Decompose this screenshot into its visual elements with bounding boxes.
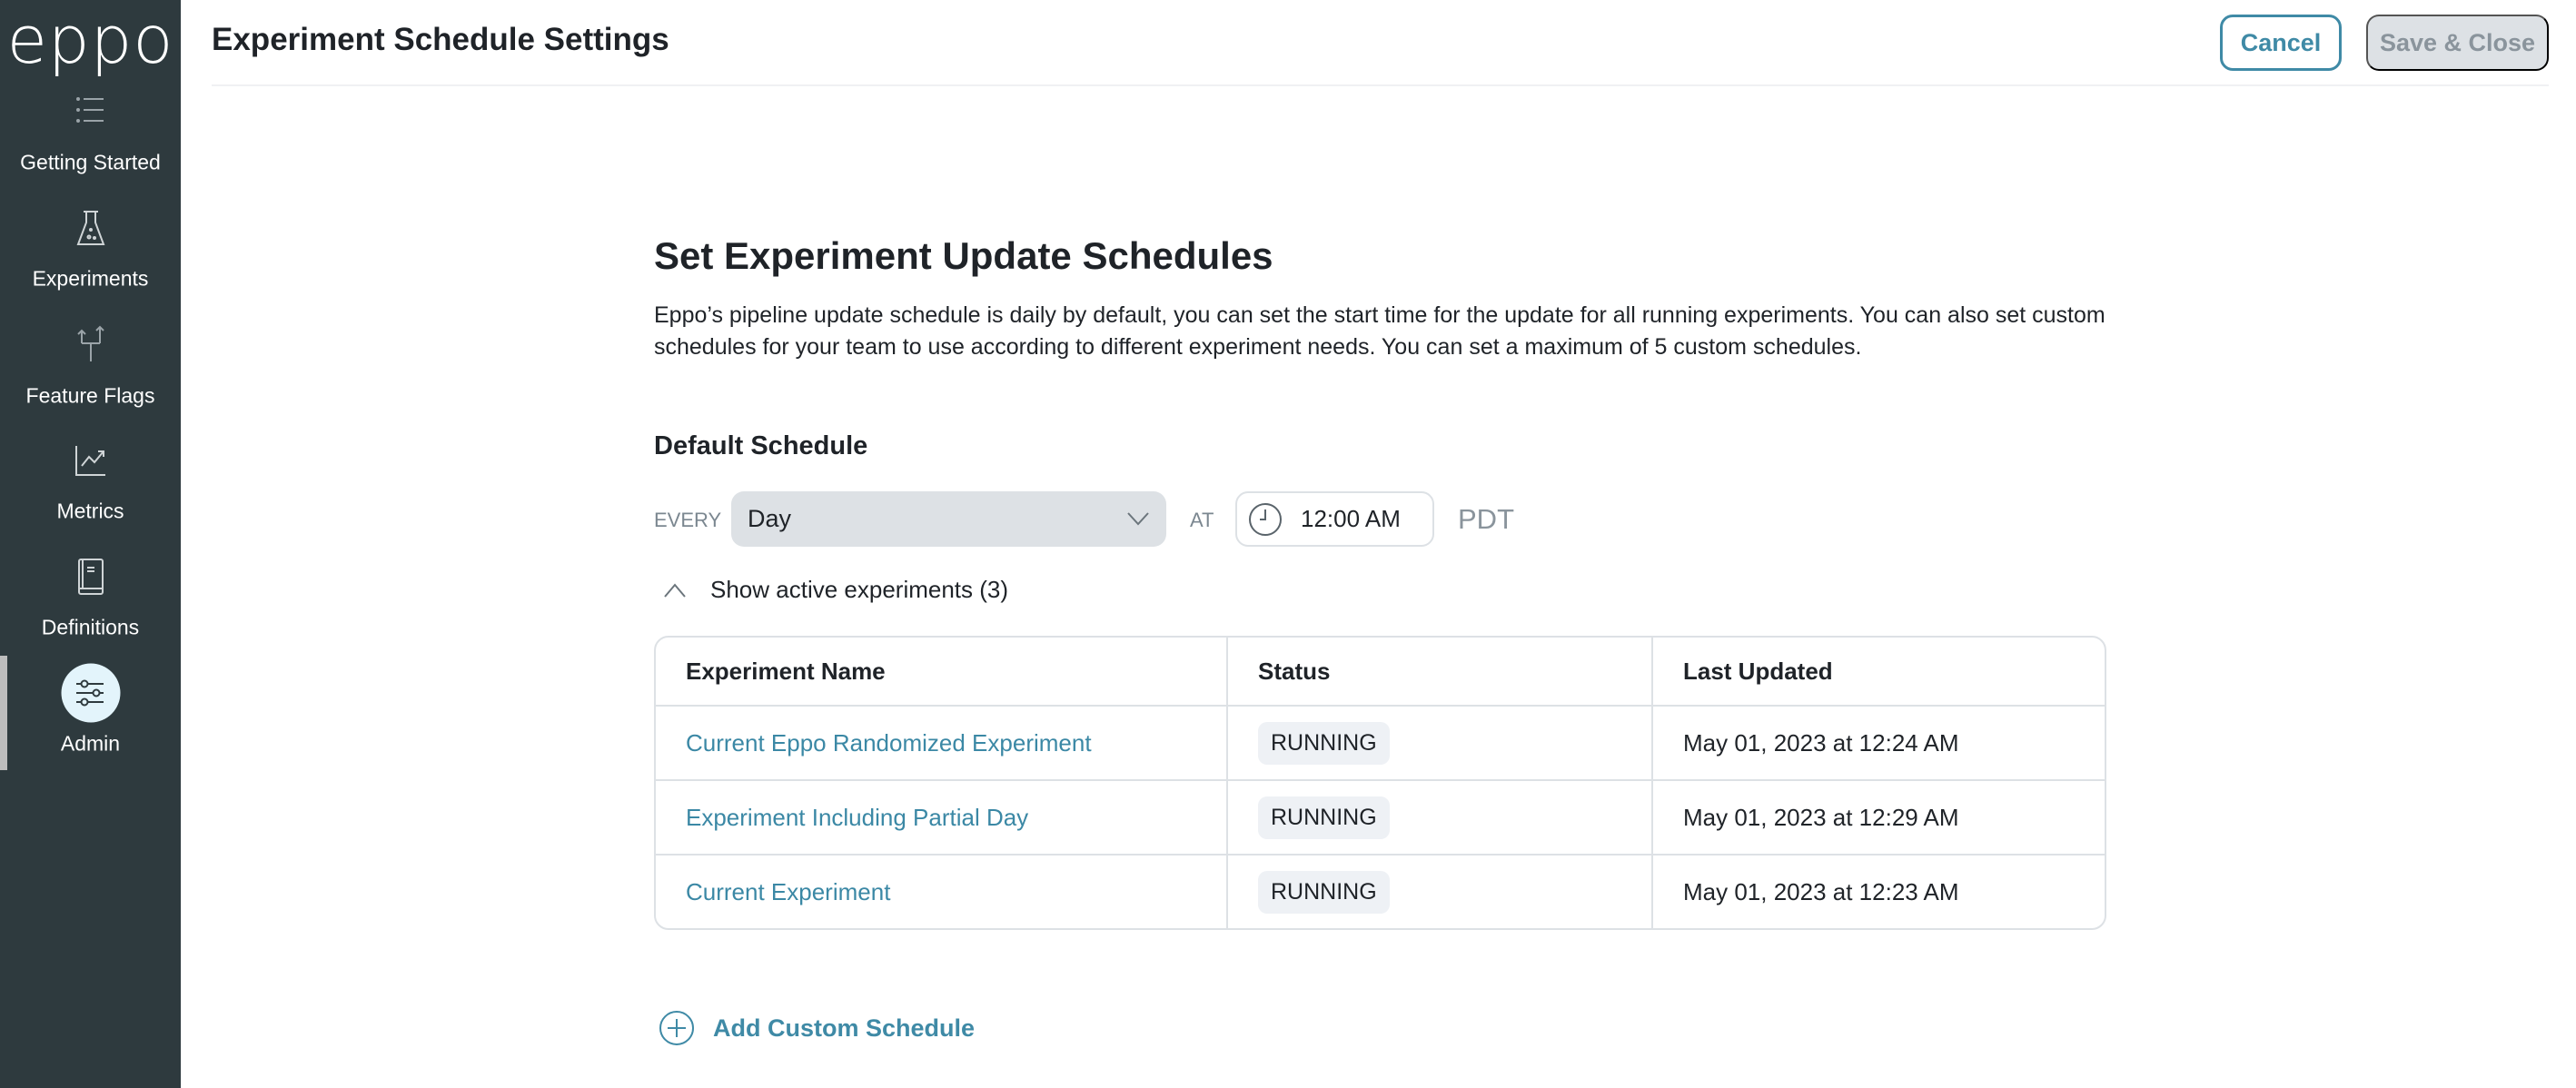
chevron-up-icon (664, 582, 686, 598)
at-label: AT (1190, 509, 1214, 531)
last-updated: May 01, 2023 at 12:24 AM (1683, 728, 1959, 757)
timezone-label: PDT (1458, 503, 1514, 535)
column-header: Experiment Name (656, 638, 1228, 705)
last-updated: May 01, 2023 at 12:23 AM (1683, 877, 1959, 905)
book-icon (77, 559, 104, 595)
flask-icon (76, 211, 104, 245)
add-custom-schedule-button[interactable]: Add Custom Schedule (659, 1010, 975, 1046)
default-schedule-heading: Default Schedule (654, 431, 868, 460)
column-header: Last Updated (1683, 657, 1833, 685)
sidebar-item-label: Experiments (32, 266, 149, 291)
section-description: Eppo’s pipeline update schedule is daily… (654, 302, 2105, 360)
status-badge: RUNNING (1258, 721, 1390, 765)
last-updated: May 01, 2023 at 12:29 AM (1683, 803, 1959, 831)
eppo-logo[interactable]: eppo (6, 2, 174, 78)
status-badge: RUNNING (1258, 796, 1390, 839)
frequency-select[interactable]: Day (731, 491, 1166, 547)
every-label: EVERY (654, 509, 722, 531)
table-row: Current Eppo Randomized Experiment RUNNI… (656, 705, 2105, 779)
active-experiments-table: Experiment Name Status Last Updated Curr… (654, 636, 2106, 930)
toggle-label: Show active experiments (3) (710, 576, 1009, 603)
frequency-value: Day (748, 505, 792, 532)
sidebar-item-label: Definitions (41, 615, 140, 639)
sidebar: eppo Getting Started Experiments Feature… (0, 0, 181, 1088)
page-title: Experiment Schedule Settings (212, 22, 669, 57)
sidebar-item-label: Feature Flags (25, 383, 155, 408)
line-chart-icon (74, 446, 105, 476)
time-input[interactable]: 12:00 AM (1235, 491, 1434, 547)
plus-circle-icon (659, 1011, 694, 1045)
sidebar-item-label: Getting Started (20, 150, 161, 174)
sliders-icon (75, 679, 104, 707)
header-divider (212, 84, 2549, 86)
cancel-button[interactable]: Cancel (2220, 15, 2342, 71)
sidebar-item-label: Admin (60, 731, 121, 756)
add-custom-schedule-label: Add Custom Schedule (713, 1014, 976, 1042)
table-row: Experiment Including Partial Day RUNNING… (656, 779, 2105, 854)
chevron-down-icon (1127, 512, 1149, 526)
active-indicator (0, 656, 7, 770)
show-active-experiments-toggle[interactable]: Show active experiments (3) (663, 576, 1008, 604)
sidebar-item-label: Metrics (56, 499, 124, 523)
table-header-row: Experiment Name Status Last Updated (656, 638, 2105, 705)
section-title: Set Experiment Update Schedules (654, 234, 1273, 277)
save-close-button[interactable]: Save & Close (2366, 15, 2549, 71)
status-badge: RUNNING (1258, 870, 1390, 914)
experiment-link[interactable]: Experiment Including Partial Day (686, 803, 1029, 831)
experiment-link[interactable]: Current Eppo Randomized Experiment (686, 728, 1092, 757)
experiment-link[interactable]: Current Experiment (686, 877, 891, 905)
column-header: Status (1228, 638, 1653, 705)
table-row: Current Experiment RUNNING May 01, 2023 … (656, 854, 2105, 928)
time-value: 12:00 AM (1301, 505, 1401, 532)
branch-arrows-icon (76, 325, 104, 361)
clock-icon (1249, 502, 1282, 536)
list-icon (75, 97, 104, 123)
